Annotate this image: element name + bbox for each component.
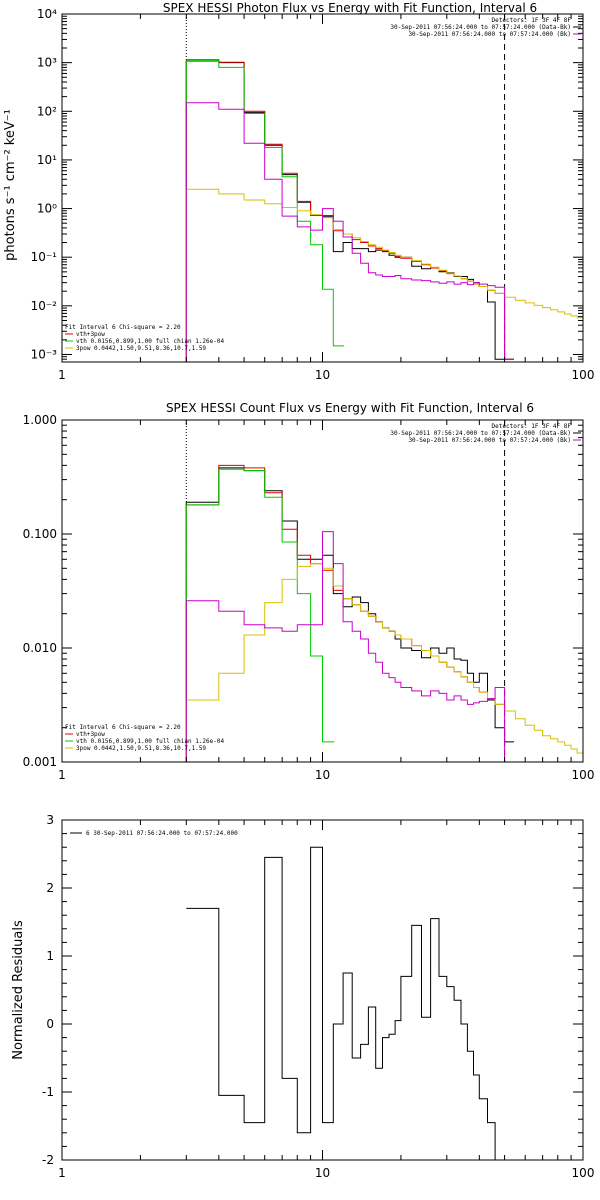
legend-bottom-text: Fit Interval 6 Chi-square = 2.20: [65, 324, 181, 331]
residuals-panel: 1 10 100 -2 -1 0 1 2 3 6 30-Sep-2011 07:56:24.000…: [11, 813, 594, 1180]
x-tick-label: 10: [315, 1166, 330, 1180]
series-line-3pow: [186, 188, 583, 320]
legend-bottom-text: vth+3pow: [76, 331, 105, 338]
photon-flux-title: SPEX HESSI Photon Flux vs Energy with Fi…: [163, 1, 537, 15]
y-tick-label: 10⁰: [37, 202, 57, 216]
legend-bottom-text: 3pow 0.0442,1.50,9.51,8.36,10.7,1.59: [76, 345, 206, 352]
legend-top-text: Detectors: 1F 3F 4F 8F: [492, 423, 572, 430]
legend-top-text: 30-Sep-2011 07:56:24.000 to 07:57:24.000…: [408, 31, 571, 38]
x-tick-label: 10: [315, 768, 330, 782]
photon-flux-ylabel: photons s⁻¹ cm⁻² keV⁻¹: [3, 109, 18, 261]
legend-top-text: Detectors: 1F 3F 4F 8F: [492, 17, 572, 24]
series-line-vth-3pow: [186, 59, 514, 360]
x-tick-label: 1: [58, 768, 66, 782]
y-tick-label: 1: [46, 949, 54, 963]
y-tick-label: -2: [42, 1153, 54, 1167]
plot-area: [186, 846, 505, 1160]
x-tick-label: 10: [315, 368, 330, 382]
series-line-bk: [186, 102, 514, 360]
y-tick-label: 1.000: [23, 413, 57, 427]
series-line-3pow: [186, 563, 583, 758]
y-tick-label: 10⁻³: [31, 347, 58, 361]
y-tick-label: 2: [46, 881, 54, 895]
photon-flux-panel: SPEX HESSI Photon Flux vs Energy with Fi…: [3, 1, 594, 382]
residuals-ylabel: Normalized Residuals: [11, 920, 26, 1060]
plot-area: [185, 420, 583, 762]
x-tick-label: 100: [572, 368, 595, 382]
y-tick-label: 10⁻²: [31, 299, 58, 313]
x-tick-label: 100: [572, 768, 595, 782]
y-tick-label: 3: [46, 813, 54, 827]
legend-top-text: 30-Sep-2011 07:56:24.000 to 07:57:24.000…: [390, 24, 571, 31]
legend-top-text: 30-Sep-2011 07:56:24.000 to 07:57:24.000…: [390, 430, 571, 437]
legend-top-text: 30-Sep-2011 07:56:24.000 to 07:57:24.000…: [408, 437, 571, 444]
count-flux-title: SPEX HESSI Count Flux vs Energy with Fit…: [166, 401, 534, 415]
y-tick-label: 0.001: [23, 755, 57, 769]
series-line-data-bk: [186, 60, 514, 360]
legend-bottom-text: vth+3pow: [76, 731, 105, 738]
y-tick-label: -1: [42, 1085, 54, 1099]
y-tick-label: 10²: [37, 104, 57, 118]
legend-bottom-text: vth 0.0156,0.899,1.00 full chian 1.26e-0…: [76, 738, 224, 745]
count-flux-panel: SPEX HESSI Count Flux vs Energy with Fit…: [23, 401, 595, 782]
y-tick-label: 0: [46, 1017, 54, 1031]
legend-text: 6 30-Sep-2011 07:56:24.000 to 07:57:24.0…: [86, 830, 238, 837]
y-tick-label: 10³: [37, 56, 57, 70]
y-tick-label: 10⁴: [37, 7, 57, 21]
legend-bottom-text: vth 0.0156,0.899,1.00 full chian 1.26e-0…: [76, 338, 224, 345]
x-tick-label: 100: [572, 1166, 595, 1180]
residuals-plot: 1 10 100 -2 -1 0 1 2 3 6 30-Sep-2011 07:56:24.000…: [42, 813, 594, 1180]
legend-bottom-text: 3pow 0.0442,1.50,9.51,8.36,10.7,1.59: [76, 745, 206, 752]
series-line-vth-3pow: [186, 464, 514, 712]
y-tick-label: 10⁻¹: [31, 250, 58, 264]
series-line-data-bk: [186, 467, 514, 743]
plot-area: [185, 14, 583, 362]
y-tick-label: 0.100: [23, 527, 57, 541]
count-flux-plot: 1 10 100 0.001 0.010 0.100 1.000 Detectors: 1F …: [23, 413, 595, 782]
legend-bottom-text: Fit Interval 6 Chi-square = 2.20: [65, 724, 181, 731]
y-tick-label: 0.010: [23, 641, 57, 655]
series-line-vth: [186, 468, 335, 743]
y-tick-label: 10¹: [37, 153, 57, 167]
series-line-vth: [186, 60, 345, 347]
series-line-residuals: [186, 846, 505, 1160]
x-tick-label: 1: [58, 368, 66, 382]
series-line-bk: [186, 531, 514, 762]
x-tick-label: 1: [58, 1166, 66, 1180]
photon-flux-plot: 1 10 100 10⁻³ 10⁻² 10⁻¹ 10⁰ 10¹ 10² 10³ 10⁴ Detecto…: [31, 7, 595, 382]
